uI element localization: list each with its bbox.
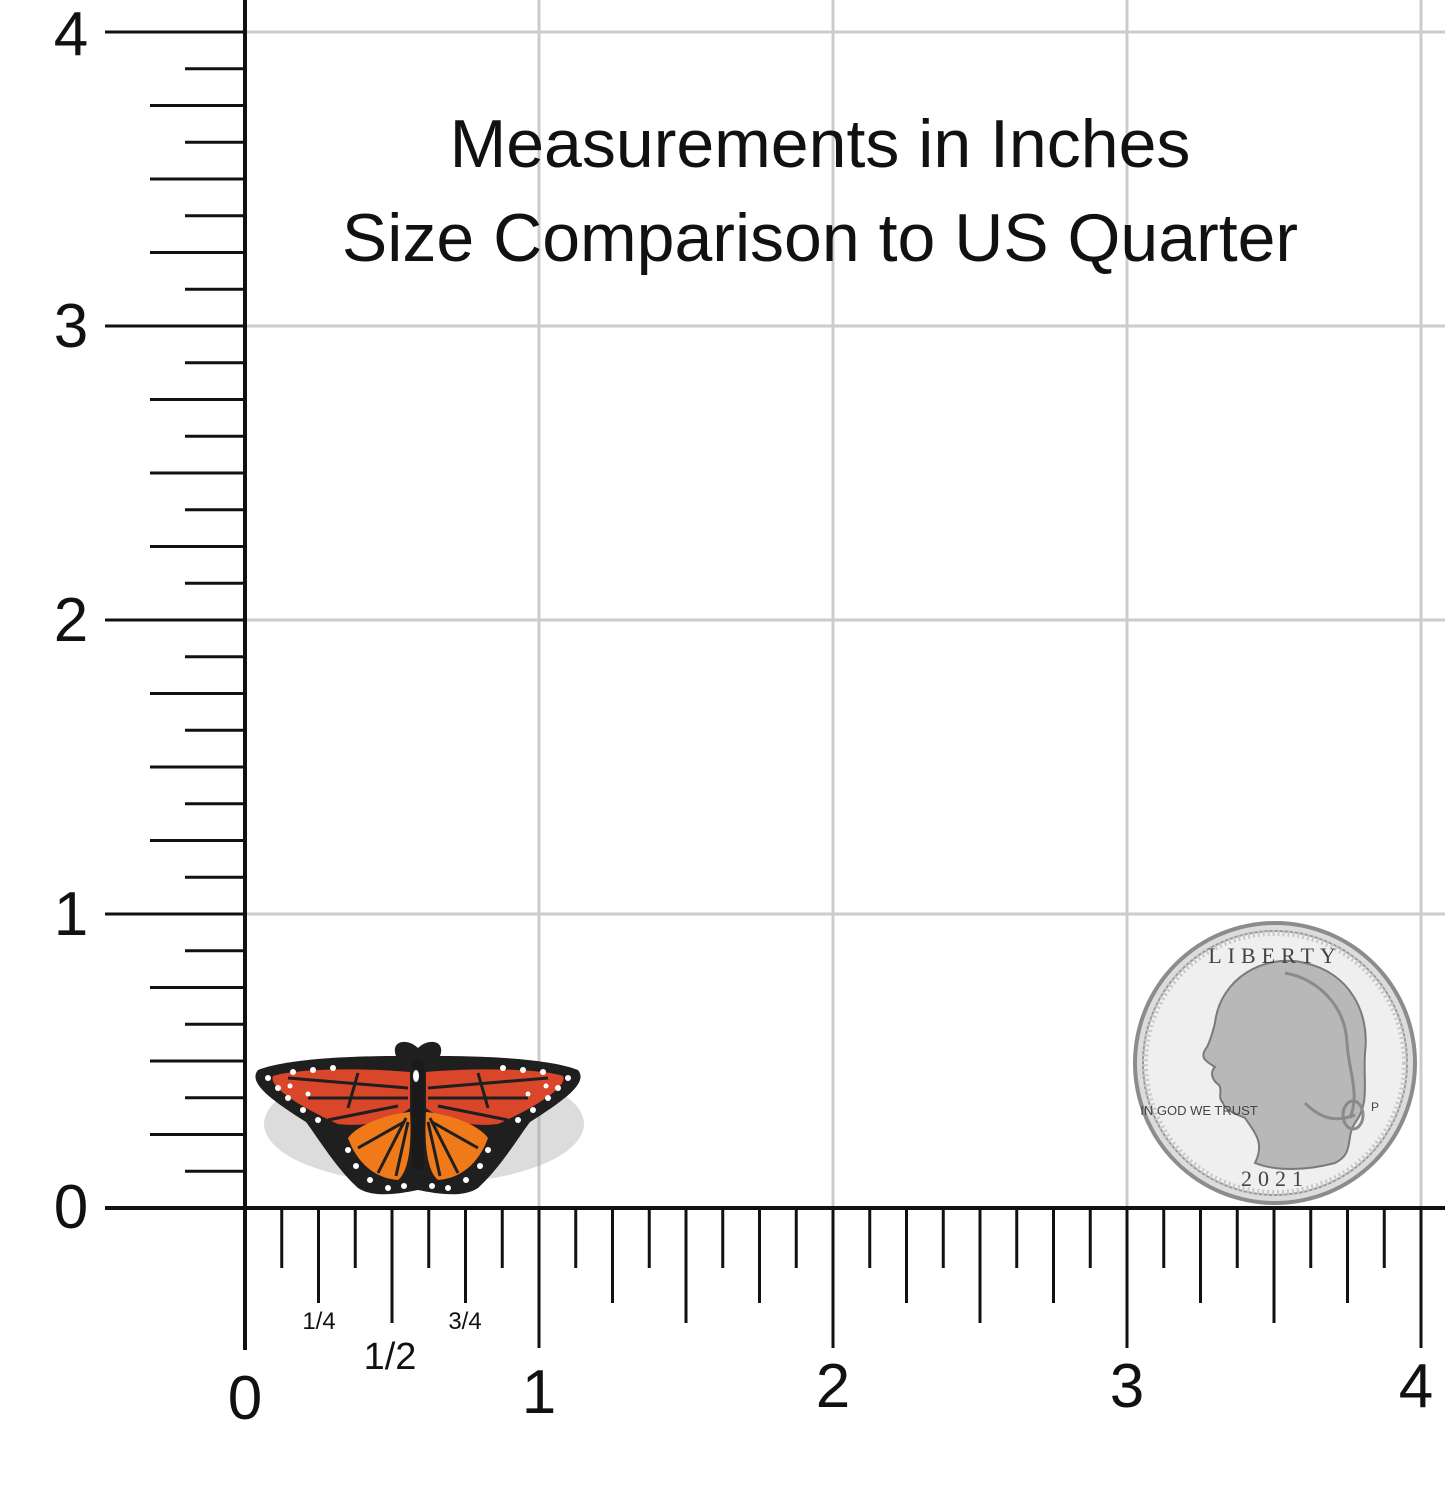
chart-subtitle: Size Comparison to US Quarter	[341, 200, 1299, 276]
y-label-3: 3	[53, 292, 89, 361]
x-label-0: 0	[227, 1364, 263, 1433]
grid-lines	[245, 0, 1445, 1208]
y-label-2: 2	[53, 586, 89, 655]
wing-veins	[287, 1072, 549, 1177]
wing-spots	[265, 1065, 571, 1191]
butterfly-body	[412, 1060, 424, 1170]
y-label-4: 4	[53, 0, 89, 69]
coin-liberty-text: LIBERTY	[1208, 943, 1342, 968]
x-label-1: 1	[521, 1358, 557, 1427]
x-fraction-three-quarter: 3/4	[448, 1308, 482, 1335]
y-label-0: 0	[53, 1173, 89, 1242]
chart-title: Measurements in Inches	[449, 106, 1191, 182]
butterfly-icon	[255, 1041, 584, 1195]
coin-year-text: 2021	[1241, 1166, 1309, 1191]
coin-motto-text: IN GOD WE TRUST	[1140, 1103, 1258, 1118]
y-label-1: 1	[53, 880, 89, 949]
x-label-4: 4	[1398, 1352, 1434, 1421]
coin-mint-mark: P	[1371, 1100, 1379, 1114]
quarter-coin-icon: LIBERTY IN GOD WE TRUST 2021 P	[1133, 921, 1417, 1205]
ruler-ticks	[105, 0, 1445, 1350]
x-label-2: 2	[815, 1352, 851, 1421]
right-hindwing	[425, 1112, 488, 1180]
x-fraction-quarter: 1/4	[302, 1308, 336, 1335]
x-fraction-half: 1/2	[363, 1336, 417, 1378]
left-hindwing	[348, 1112, 411, 1180]
x-label-3: 3	[1109, 1352, 1145, 1421]
